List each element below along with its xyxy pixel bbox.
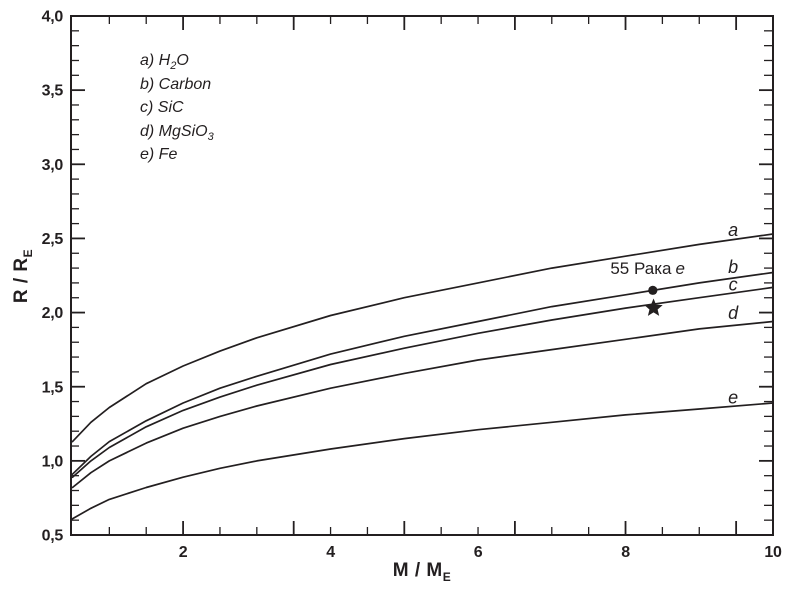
legend: a) H2O b) Carbon c) SiC d) MgSiO3 e) Fe: [140, 49, 214, 167]
curve-e: [71, 402, 774, 520]
y-tick-label: 2,5: [42, 231, 64, 248]
legend-item-c: c) SiC: [140, 96, 214, 120]
curve-label-d: d: [728, 303, 739, 323]
y-tick-label: 3,5: [42, 83, 64, 100]
x-tick-label: 2: [179, 544, 188, 561]
y-tick-label: 0,5: [42, 528, 64, 545]
legend-item-b-text: b) Carbon: [140, 75, 212, 93]
curve-d: [71, 320, 774, 489]
curve-label-a: a: [728, 220, 738, 240]
x-tick-label: 10: [764, 544, 782, 561]
curve-label-e: e: [728, 387, 738, 407]
legend-item-d-sub: 3: [207, 130, 214, 143]
legend-item-a: a) H2O: [140, 49, 214, 73]
legend-item-d-text: d) MgSiO: [140, 122, 208, 140]
legend-item-a-post: O: [176, 52, 189, 69]
x-tick-labels: 2 4 6 8 10: [179, 544, 783, 561]
curve-c: [71, 286, 774, 479]
x-axis-title-text: M / M: [392, 560, 443, 581]
annotations: 55 Рака e: [610, 259, 685, 316]
x-axis-title-sub: E: [442, 569, 452, 584]
plot-border: [70, 15, 774, 536]
x-axis-title: M / ME: [71, 560, 773, 584]
y-tick-labels: 0,5 1,0 1,5 2,0 2,5 3,0 3,5 4,0: [42, 9, 64, 545]
annotation-planet-label: 55 Рака e: [610, 259, 685, 278]
y-tick-label: 2,0: [42, 305, 64, 322]
y-tick-label: 3,0: [42, 157, 64, 174]
y-tick-label: 4,0: [42, 9, 64, 26]
x-tick-label: 4: [326, 544, 335, 561]
curve-b: [71, 271, 774, 476]
legend-item-a-sub: 2: [170, 60, 177, 73]
axis-ticks: [71, 15, 773, 536]
annotation-planet-dot: [648, 285, 658, 295]
curve-a: [71, 233, 774, 443]
legend-item-b: b) Carbon: [140, 73, 214, 97]
annotation-star-marker: [644, 298, 663, 316]
x-tick-label: 8: [621, 544, 630, 561]
y-tick-label: 1,5: [42, 379, 64, 396]
legend-item-c-text: c) SiC: [140, 99, 184, 117]
plot-frame: [70, 15, 774, 536]
y-axis-title-sub: E: [20, 248, 35, 258]
legend-item-e-text: e) Fe: [140, 146, 178, 164]
x-tick-label: 6: [474, 544, 483, 561]
curve-label-c: c: [729, 275, 738, 295]
legend-item-d: d) MgSiO3: [140, 120, 214, 144]
legend-item-e: e) Fe: [140, 143, 214, 167]
curve-label-b: b: [728, 257, 738, 277]
y-tick-label: 1,0: [42, 453, 64, 470]
y-axis-title: R / RE: [11, 248, 35, 304]
legend-item-a-text: a) H: [140, 52, 171, 69]
y-axis-title-text: R / R: [11, 257, 32, 304]
